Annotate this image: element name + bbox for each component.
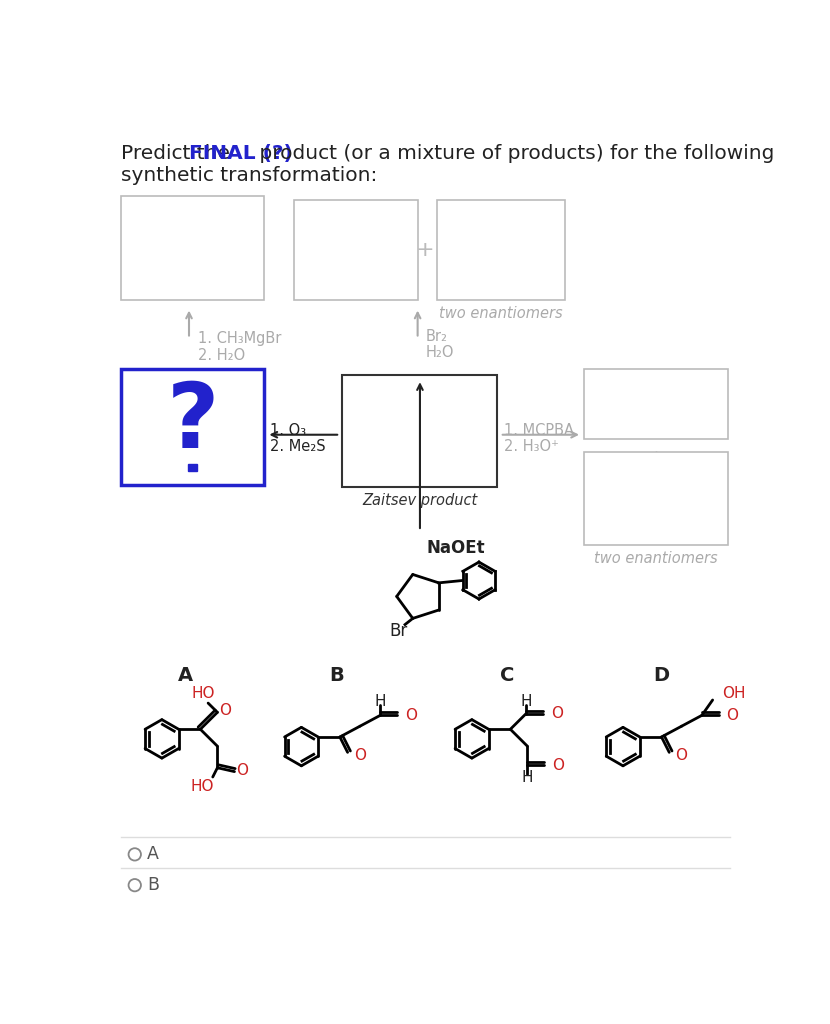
Text: 1. MCPBA: 1. MCPBA: [504, 423, 574, 438]
Text: ?: ?: [166, 379, 218, 467]
Text: product (or a mixture of products) for the following: product (or a mixture of products) for t…: [253, 144, 774, 164]
Text: synthetic transformation:: synthetic transformation:: [121, 166, 377, 185]
Text: A: A: [178, 666, 193, 685]
Bar: [188, 464, 198, 471]
Text: HO: HO: [190, 778, 213, 794]
Text: H₂O: H₂O: [426, 345, 454, 359]
Bar: [121, 196, 264, 300]
Text: O: O: [237, 763, 248, 777]
Text: H: H: [374, 694, 386, 709]
Bar: [584, 453, 728, 545]
Text: O: O: [726, 708, 739, 723]
Text: O: O: [405, 708, 417, 723]
Text: H: H: [520, 694, 531, 709]
Text: 1. O₃: 1. O₃: [271, 423, 306, 438]
Text: two enantiomers: two enantiomers: [594, 551, 718, 566]
Text: O: O: [219, 703, 231, 718]
Text: A: A: [147, 846, 159, 863]
Text: two enantiomers: two enantiomers: [439, 306, 563, 322]
Text: B: B: [147, 877, 159, 894]
Bar: [437, 200, 565, 300]
Text: OH: OH: [722, 686, 745, 701]
Bar: [294, 200, 417, 300]
Text: D: D: [654, 666, 670, 685]
Text: 2. H₂O: 2. H₂O: [198, 348, 246, 362]
Text: NaOEt: NaOEt: [426, 539, 485, 557]
Text: O: O: [552, 758, 564, 773]
Text: H: H: [521, 770, 533, 785]
Text: 2. Me₂S: 2. Me₂S: [271, 438, 326, 454]
Text: O: O: [676, 748, 687, 763]
Text: B: B: [329, 666, 344, 685]
Text: Predict the: Predict the: [121, 144, 237, 164]
Text: 1. CH₃MgBr: 1. CH₃MgBr: [198, 331, 281, 346]
Text: Zaitsev product: Zaitsev product: [363, 494, 477, 508]
Text: Br: Br: [390, 622, 408, 640]
Text: O: O: [354, 748, 366, 763]
Text: 2. H₃O⁺: 2. H₃O⁺: [504, 438, 559, 454]
Text: O: O: [550, 707, 563, 721]
Bar: [343, 376, 497, 487]
Bar: [121, 370, 264, 484]
Text: FINAL (?): FINAL (?): [189, 144, 293, 164]
Text: HO: HO: [192, 686, 215, 701]
Text: C: C: [500, 666, 514, 685]
Text: Br₂: Br₂: [426, 330, 447, 344]
Bar: [584, 370, 728, 438]
Text: +: +: [416, 240, 435, 260]
Text: +: +: [648, 447, 663, 466]
